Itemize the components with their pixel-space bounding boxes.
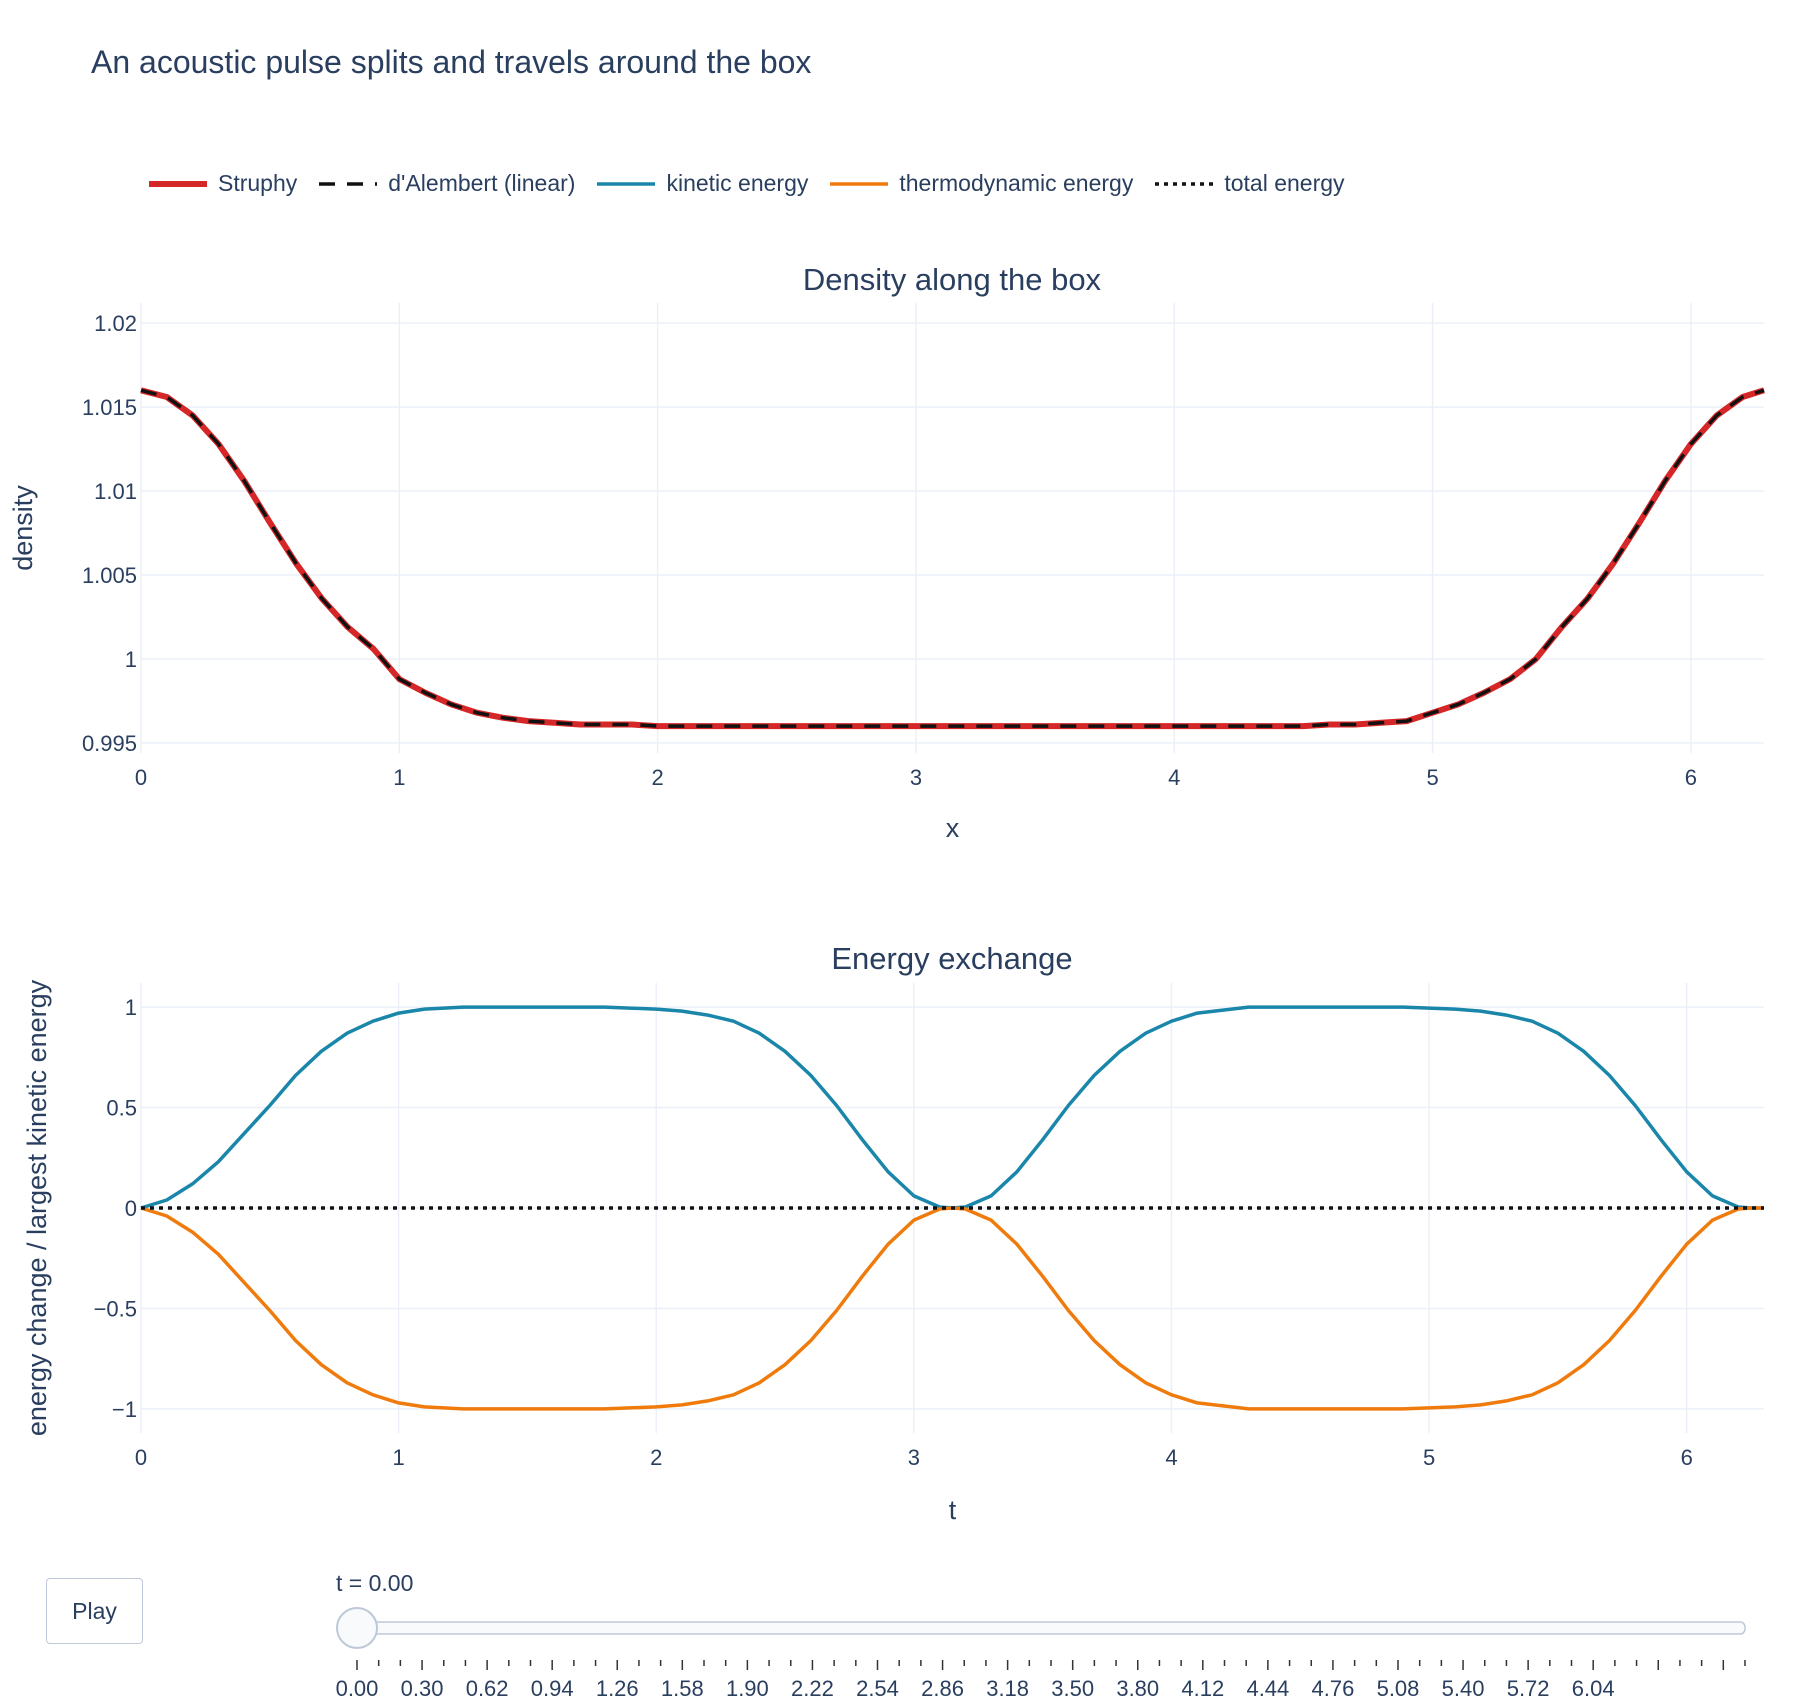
page-title: An acoustic pulse splits and travels aro…: [91, 44, 812, 80]
energy-panel-title: Energy exchange: [831, 941, 1073, 976]
slider-tick-label: 0.94: [531, 1676, 574, 1700]
legend-swatch: [597, 181, 656, 186]
slider-tick-label: 5.40: [1442, 1676, 1485, 1700]
legend-item[interactable]: d'Alembert (linear): [318, 170, 575, 197]
slider-tick-label: 4.12: [1181, 1676, 1224, 1700]
slider-tick-label: 4.76: [1312, 1676, 1355, 1700]
time-slider[interactable]: 0.00 0.30 0.62 0.94 1.26 1.58 1.90 2.22 2.54 2.86…: [336, 1607, 1746, 1700]
y-axis-label: density: [8, 485, 38, 571]
legend-swatch: [830, 181, 889, 186]
legend-label: Struphy: [218, 170, 298, 196]
slider-tick-label: 1.58: [661, 1676, 704, 1700]
slider-tick-label: 3.50: [1051, 1676, 1094, 1700]
density-panel-title: Density along the box: [802, 262, 1102, 297]
legend-item[interactable]: Struphy: [148, 170, 297, 197]
legend: Struphy d'Alembert (linear) kinetic energy…: [148, 170, 1366, 197]
legend-item[interactable]: total energy: [1154, 170, 1345, 197]
slider-track: [356, 1621, 1746, 1635]
x-tick-label: 2: [652, 765, 664, 790]
legend-label: thermodynamic energy: [899, 170, 1134, 196]
x-tick-label: 4: [1168, 765, 1180, 790]
x-tick-label: 2: [650, 1445, 662, 1470]
x-tick-label: 5: [1426, 765, 1438, 790]
slider-tick-label: 6.04: [1572, 1676, 1615, 1700]
play-button[interactable]: Play: [46, 1578, 143, 1644]
x-tick-label: 5: [1423, 1445, 1435, 1470]
legend-label: total energy: [1224, 170, 1345, 196]
x-tick-label: 6: [1681, 1445, 1693, 1470]
slider-tick-label: 2.86: [921, 1676, 964, 1700]
legend-item[interactable]: thermodynamic energy: [829, 170, 1133, 197]
x-tick-label: 0: [135, 765, 147, 790]
y-tick-label: −1: [112, 1397, 137, 1422]
y-tick-label: 0.995: [82, 731, 137, 756]
legend-label: kinetic energy: [666, 170, 809, 196]
series-line: [140, 388, 1765, 728]
slider-tick-label: 3.80: [1116, 1676, 1159, 1700]
y-tick-label: 1.02: [94, 311, 137, 336]
x-axis-label: x: [946, 813, 960, 843]
slider-tick-label: 0.30: [401, 1676, 444, 1700]
energy-chart: 0 1 2 3 4 5 6 −1 −0.5 0 0.5 1 t energy change / large…: [22, 979, 1764, 1525]
y-tick-label: 1: [125, 647, 137, 672]
x-axis-label: t: [949, 1495, 957, 1525]
x-tick-label: 3: [908, 1445, 920, 1470]
x-tick-label: 1: [392, 1445, 404, 1470]
slider-tick-label: 1.90: [726, 1676, 769, 1700]
x-tick-label: 4: [1165, 1445, 1177, 1470]
x-tick-label: 3: [910, 765, 922, 790]
slider-tick-label: 2.54: [856, 1676, 899, 1700]
slider-tick-label: 3.18: [986, 1676, 1029, 1700]
x-tick-label: 0: [135, 1445, 147, 1470]
x-tick-label: 1: [393, 765, 405, 790]
x-tick-label: 6: [1685, 765, 1697, 790]
y-tick-label: 0.5: [106, 1096, 137, 1121]
series-line: [140, 387, 1765, 730]
y-tick-label: −0.5: [94, 1296, 137, 1321]
y-axis-label: energy change / largest kinetic energy: [22, 979, 52, 1436]
legend-label: d'Alembert (linear): [388, 170, 576, 196]
y-tick-label: 0: [125, 1196, 137, 1221]
slider-tick-label: 2.22: [791, 1676, 834, 1700]
slider-tick-label: 1.26: [596, 1676, 639, 1700]
slider-current-value: t = 0.00: [336, 1570, 414, 1596]
slider-tick-label: 0.62: [466, 1676, 509, 1700]
legend-swatch: [1155, 181, 1214, 186]
y-tick-label: 1.01: [94, 479, 137, 504]
slider-tick-label: 0.00: [336, 1676, 379, 1700]
y-tick-label: 1.015: [82, 395, 137, 420]
density-chart: 0 1 2 3 4 5 6 0.995 1 1.005 1.01 1.015 1.02 x density: [8, 303, 1765, 843]
slider-tick-label: 5.72: [1507, 1676, 1550, 1700]
legend-swatch: [149, 180, 207, 187]
legend-swatch: [319, 181, 378, 186]
slider-handle[interactable]: [336, 1607, 378, 1649]
slider-tick-label: 4.44: [1246, 1676, 1289, 1700]
y-tick-label: 1.005: [82, 563, 137, 588]
legend-item[interactable]: kinetic energy: [596, 170, 808, 197]
y-tick-label: 1: [125, 995, 137, 1020]
slider-tick-label: 5.08: [1377, 1676, 1420, 1700]
